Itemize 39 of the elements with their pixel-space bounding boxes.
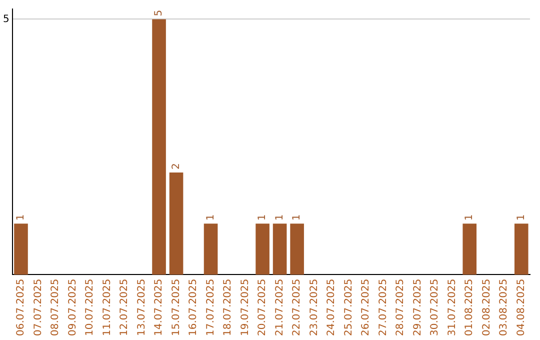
x-tick-label: 16.07.2025	[188, 278, 200, 336]
x-tick-label: 06.07.2025	[16, 278, 27, 336]
x-tick-label: 12.07.2025	[119, 278, 130, 336]
x-tick-label: 24.07.2025	[326, 278, 338, 336]
x-tick-label: 02.08.2025	[481, 278, 492, 336]
x-tick-label: 14.07.2025	[154, 278, 165, 336]
x-tick-label: 04.08.2025	[516, 278, 527, 336]
data-label: 1	[257, 214, 268, 221]
x-tick-label: 10.07.2025	[84, 278, 96, 336]
data-label: 1	[16, 214, 27, 221]
x-tick-label: 27.07.2025	[378, 278, 389, 336]
data-label: 1	[292, 214, 303, 221]
x-tick-label: 20.07.2025	[257, 278, 268, 336]
data-label: 2	[170, 163, 182, 170]
x-tick-label: 17.07.2025	[205, 278, 216, 336]
x-tick-label: 01.08.2025	[464, 278, 476, 336]
x-tick-label: 23.07.2025	[308, 278, 320, 336]
data-label: 1	[516, 214, 527, 221]
data-label: 1	[205, 214, 216, 221]
x-tick-label: 25.07.2025	[343, 278, 354, 336]
x-tick-label: 18.07.2025	[222, 278, 234, 336]
x-tick-label: 29.07.2025	[412, 278, 424, 336]
x-tick-label: 21.07.2025	[274, 278, 286, 336]
x-tick-label: 03.08.2025	[498, 278, 510, 336]
data-label: 1	[274, 214, 286, 221]
x-tick-label: 09.07.2025	[67, 278, 78, 336]
x-tick-label: 19.07.2025	[240, 278, 251, 336]
x-tick-label: 11.07.2025	[102, 278, 113, 336]
x-tick-label: 08.07.2025	[50, 278, 62, 336]
x-tick-label: 15.07.2025	[170, 278, 182, 336]
x-tick-label: 13.07.2025	[136, 278, 148, 336]
x-tick-label: 31.07.2025	[446, 278, 458, 336]
data-label: 1	[464, 214, 476, 221]
data-label: 5	[154, 10, 165, 16]
x-tick-label: 26.07.2025	[360, 278, 372, 336]
x-tick-label: 22.07.2025	[292, 278, 303, 336]
x-tick-label: 30.07.2025	[430, 278, 441, 336]
x-tick-label: 07.07.2025	[32, 278, 44, 336]
x-tick-label: 28.07.2025	[395, 278, 406, 336]
